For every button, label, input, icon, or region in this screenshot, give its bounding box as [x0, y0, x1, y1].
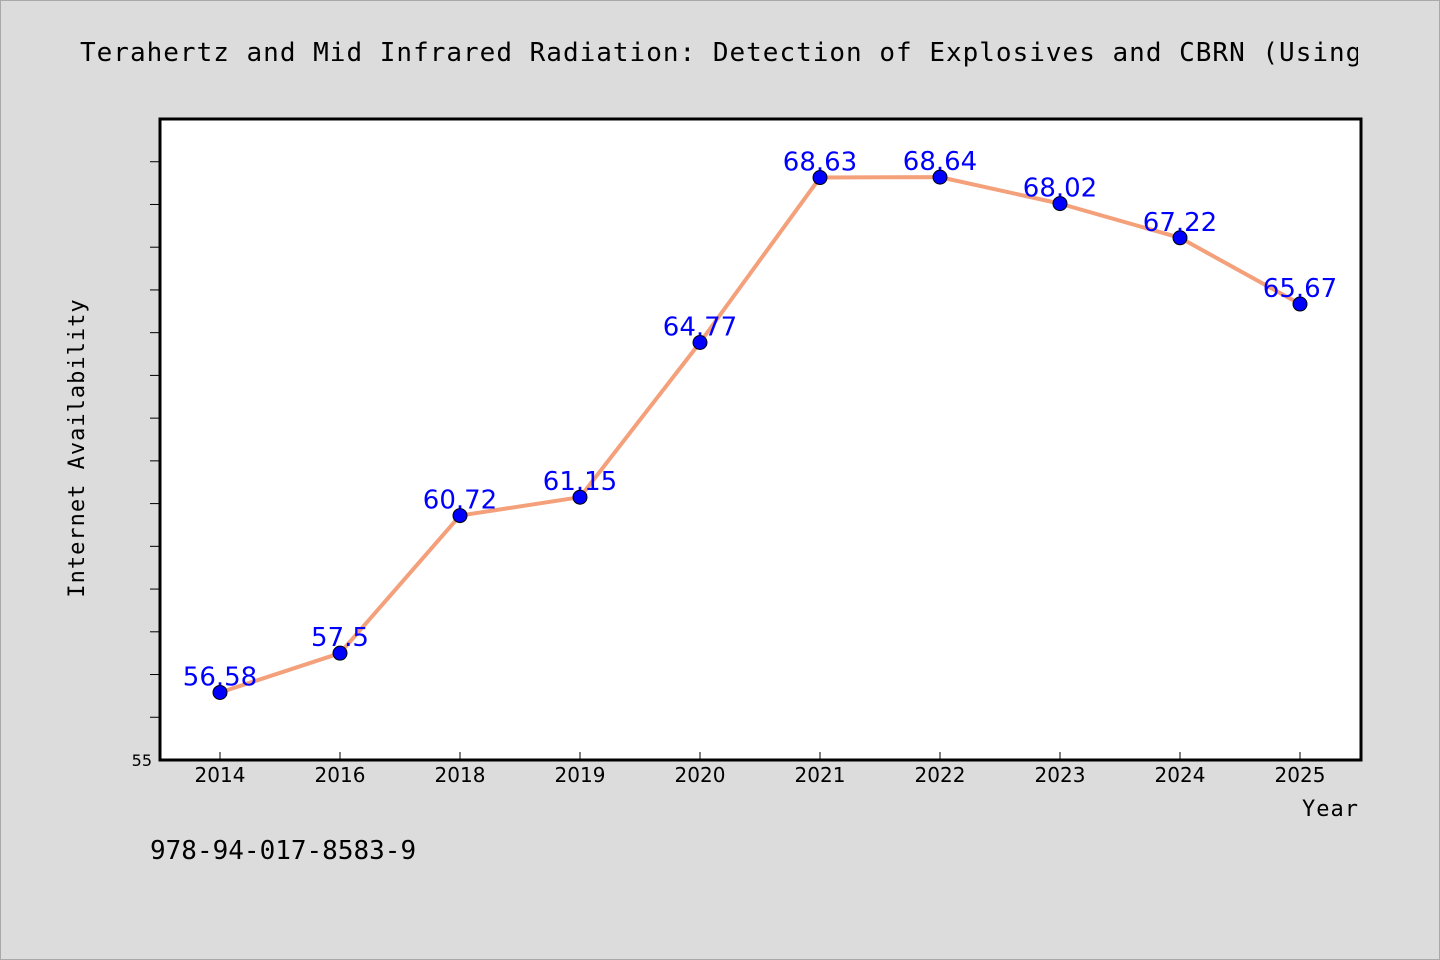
x-tick-label: 2020 — [675, 763, 726, 787]
data-point — [1052, 196, 1068, 212]
data-label: 60.72 — [423, 486, 497, 516]
data-labels: 56.58 57.5 60.72 61.15 64.77 68.63 68.64 68.02 6… — [183, 147, 1337, 692]
x-axis-ticks: 2014 2016 2018 2019 2020 2021 2022 2023 2024 2025 — [195, 752, 1326, 787]
data-label: 68.63 — [783, 148, 857, 178]
data-label: 61.15 — [543, 467, 617, 497]
y-axis-ticks — [150, 161, 160, 718]
isbn-text: 978-94-017-8583-9 — [150, 836, 417, 866]
x-tick-label: 2025 — [1275, 763, 1326, 787]
data-label: 57.5 — [311, 623, 369, 653]
data-label: 67.22 — [1143, 208, 1217, 238]
data-point — [812, 170, 828, 186]
data-point — [452, 508, 468, 524]
data-point — [212, 684, 228, 700]
x-tick-label: 2021 — [795, 763, 846, 787]
data-label: 65.67 — [1263, 274, 1337, 304]
data-markers — [212, 169, 1308, 700]
data-point — [1172, 230, 1188, 246]
x-tick-label: 2016 — [315, 763, 366, 787]
x-tick-label: 2024 — [1155, 763, 1206, 787]
data-point — [932, 169, 948, 185]
x-axis-title: Year — [1302, 797, 1359, 822]
x-tick-label: 2023 — [1035, 763, 1086, 787]
data-point — [1292, 296, 1308, 312]
data-label: 64.77 — [663, 312, 737, 342]
data-point — [692, 334, 708, 350]
x-tick-label: 2018 — [435, 763, 486, 787]
y-tick-label: 55 — [132, 751, 152, 770]
plot-area — [158, 117, 1363, 762]
data-point — [572, 489, 588, 505]
data-label: 68.64 — [903, 147, 977, 177]
chart-title: Terahertz and Mid Infrared Radiation: De… — [80, 38, 1358, 68]
x-tick-label: 2019 — [555, 763, 606, 787]
y-axis-title: Internet Availability — [65, 298, 90, 597]
data-label: 68.02 — [1023, 174, 1097, 204]
data-label: 56.58 — [183, 662, 257, 692]
data-point — [332, 645, 348, 661]
x-tick-label: 2022 — [915, 763, 966, 787]
series-line — [219, 175, 1301, 695]
x-tick-label: 2014 — [195, 763, 246, 787]
